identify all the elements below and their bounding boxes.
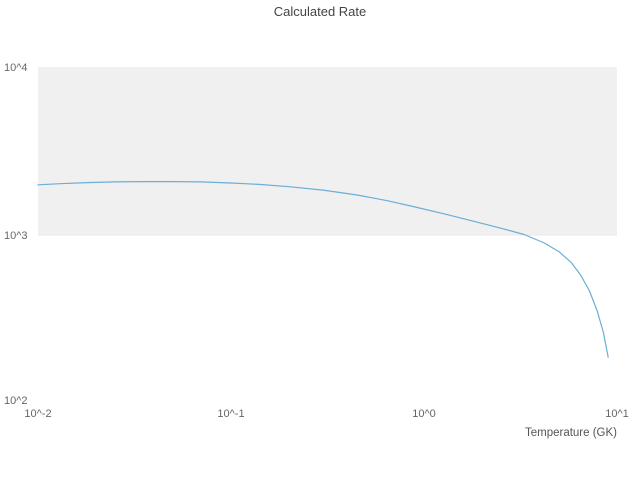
x-tick-label-10e1: 10^1 [605, 408, 629, 420]
x-tick-label-10e-1: 10^-1 [217, 408, 244, 420]
y-tick-label-10e2: 10^2 [4, 395, 28, 407]
chart-title: Calculated Rate [274, 4, 367, 19]
y-tick-label-10e4: 10^4 [4, 62, 28, 74]
x-tick-label-10e0: 10^0 [412, 408, 436, 420]
x-axis-title: Temperature (GK) [525, 427, 617, 439]
y-tick-label-10e3: 10^3 [4, 230, 28, 242]
grid-band-upper-decade [38, 67, 617, 235]
calculated-rate-line-series [37, 181, 609, 358]
x-tick-label-10e-2: 10^-2 [24, 408, 51, 420]
